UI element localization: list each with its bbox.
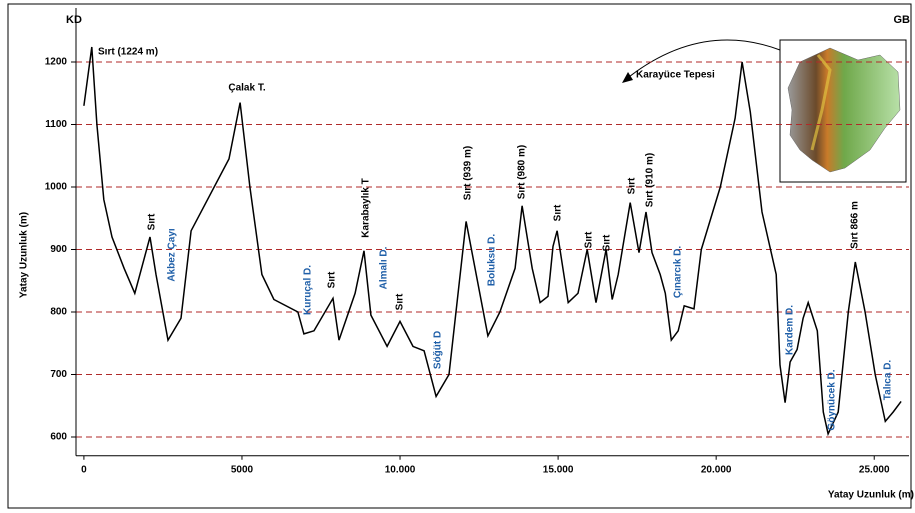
page: {"chart_data": { "type": "line", "left_l…	[0, 0, 915, 513]
annotation: Sırt	[395, 293, 406, 310]
annotation: Boluksu D.	[487, 234, 498, 286]
annotation: Çınarcık D.	[673, 246, 684, 298]
annotation: Akbez Çayı	[167, 228, 178, 282]
frame	[8, 4, 911, 508]
annotation: Sırt 866 m	[850, 201, 861, 249]
annotation: Sırt	[602, 234, 613, 251]
annotation: Göynücek D.	[827, 369, 838, 430]
annotation: Sırt (910 m)	[645, 153, 656, 207]
y-tick-label: 600	[50, 432, 67, 443]
y-tick-label: 1000	[45, 182, 68, 193]
x-tick-label: 0	[81, 464, 87, 475]
annotation: Talıca D.	[883, 360, 894, 401]
y-tick-label: 900	[50, 244, 67, 255]
annotation: Sırt	[327, 271, 338, 288]
annotation: Söğüt D	[433, 331, 444, 369]
x-tick-label: 25.000	[859, 464, 890, 475]
y-tick-label: 700	[50, 369, 67, 380]
x-tick-label: 20.000	[701, 464, 732, 475]
y-tick-label: 1100	[45, 119, 67, 130]
left-label: KD	[66, 14, 82, 26]
annotation: Sırt (1224 m)	[98, 47, 158, 58]
annotation: Sırt	[147, 213, 158, 230]
x-tick-label: 15.000	[543, 464, 574, 475]
annotation: Sırt (939 m)	[463, 146, 474, 200]
annotation: Karabaylık T	[361, 178, 372, 237]
y-tick-label: 1200	[45, 57, 68, 68]
annotation: Sırt	[627, 177, 638, 194]
x-tick-label: 10.000	[385, 464, 416, 475]
annotation: Karayüce Tepesi	[636, 70, 715, 81]
annotation: Kardem D.	[785, 305, 796, 355]
annotation: Sırt	[553, 204, 564, 221]
annotation: Sırt (980 m)	[517, 145, 528, 199]
annotation: Kuruçal D.	[303, 265, 314, 315]
annotation: Çalak T.	[228, 83, 265, 94]
arrow-head	[622, 72, 633, 83]
annotation: Sırt	[584, 231, 595, 248]
y-axis-label: Yatay Uzunluk (m)	[19, 212, 30, 298]
chart: KD GB Yatay Uzunluk (m) Yatay Uzunluk (m…	[0, 0, 915, 513]
inset-map	[780, 40, 906, 182]
right-label: GB	[894, 14, 911, 26]
x-tick-label: 5000	[231, 464, 254, 475]
x-axis-label: Yatay Uzunluk (m)	[828, 490, 914, 501]
annotation: Almalı D.	[379, 246, 390, 289]
y-tick-label: 800	[50, 307, 67, 318]
